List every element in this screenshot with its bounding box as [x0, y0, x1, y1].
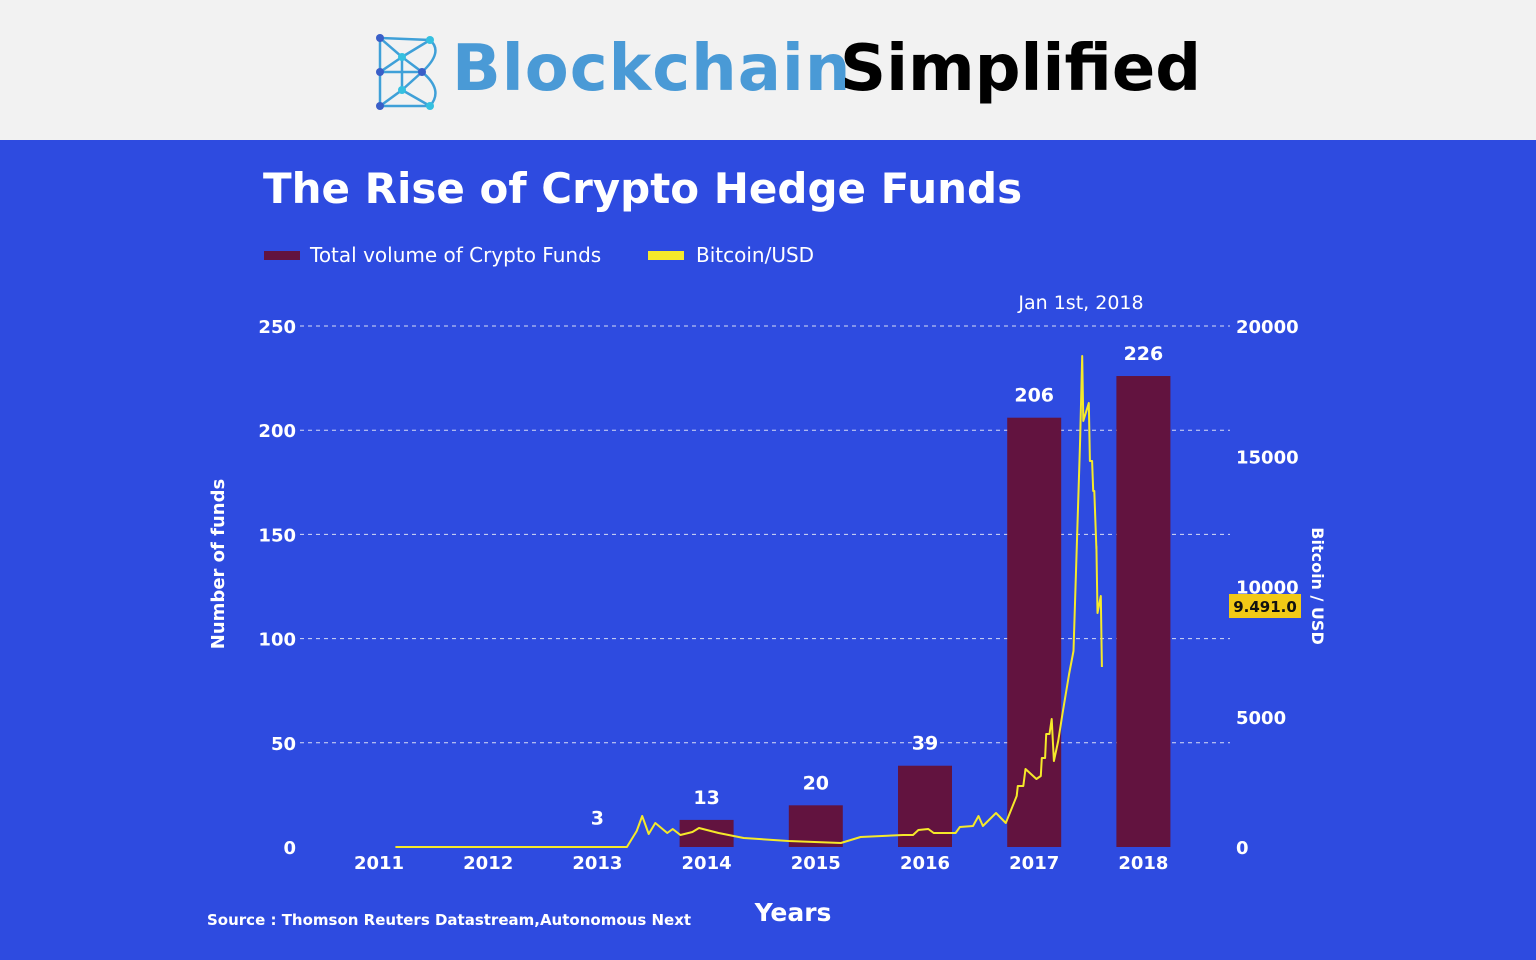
bar-value-label: 20 [803, 772, 829, 794]
x-tick-label: 2017 [1009, 853, 1059, 874]
bar-value-label: 3 [591, 808, 604, 830]
brand-word-blockchain: Blockchain [452, 32, 852, 106]
y2-tick-label: 5000 [1236, 708, 1286, 729]
y2-tick-label: 10000 [1236, 578, 1299, 599]
bar-value-label: 226 [1124, 343, 1164, 365]
x-tick-label: 2015 [791, 853, 841, 874]
bar-2015 [788, 805, 843, 847]
y-tick-label: 200 [258, 421, 296, 442]
y-tick-label: 250 [258, 317, 296, 338]
legend-swatch-bitcoin [648, 251, 684, 260]
header-banner: Blockchain Simplified [0, 0, 1536, 140]
bar-2017 [1007, 417, 1062, 847]
current-value-label: 9.491.0 [1233, 598, 1297, 616]
x-axis-label: Years [754, 898, 832, 927]
y-tick-label: 150 [258, 525, 296, 546]
bar-2018 [1116, 376, 1171, 847]
y2-tick-label: 0 [1236, 838, 1249, 859]
blockchain-logo-icon [376, 34, 437, 110]
legend-swatch-funds [264, 251, 300, 260]
x-tick-label: 2016 [900, 853, 950, 874]
y-tick-label: 50 [271, 734, 296, 755]
y2-axis-label: Bitcoin / USD [1308, 527, 1327, 644]
x-tick-label: 2014 [682, 853, 732, 874]
bar-value-label: 206 [1014, 385, 1054, 407]
x-tick-label: 2012 [463, 853, 513, 874]
y-axis-label: Number of funds [208, 479, 229, 649]
legend-label-funds: Total volume of Crypto Funds [309, 243, 601, 267]
bitcoin-price-line [395, 355, 1103, 848]
current-value-highlight [1229, 594, 1301, 618]
x-tick-label: 2018 [1118, 853, 1168, 874]
x-tick-label: 2011 [354, 853, 404, 874]
y2-tick-label: 15000 [1236, 447, 1299, 468]
y-tick-label: 100 [258, 630, 296, 651]
y-tick-label: 0 [283, 838, 296, 859]
chart: The Rise of Crypto Hedge Funds Total vol… [207, 164, 1327, 929]
legend-label-bitcoin: Bitcoin/USD [696, 243, 814, 267]
y2-tick-label: 20000 [1236, 317, 1299, 338]
bar-value-label: 13 [693, 787, 719, 809]
source-note: Source : Thomson Reuters Datastream,Auto… [207, 911, 691, 929]
brand-word-simplified: Simplified [840, 32, 1202, 106]
annotation-date: Jan 1st, 2018 [1017, 292, 1143, 314]
chart-title: The Rise of Crypto Hedge Funds [263, 164, 1022, 213]
bar-value-label: 39 [912, 733, 938, 755]
x-tick-label: 2013 [572, 853, 622, 874]
